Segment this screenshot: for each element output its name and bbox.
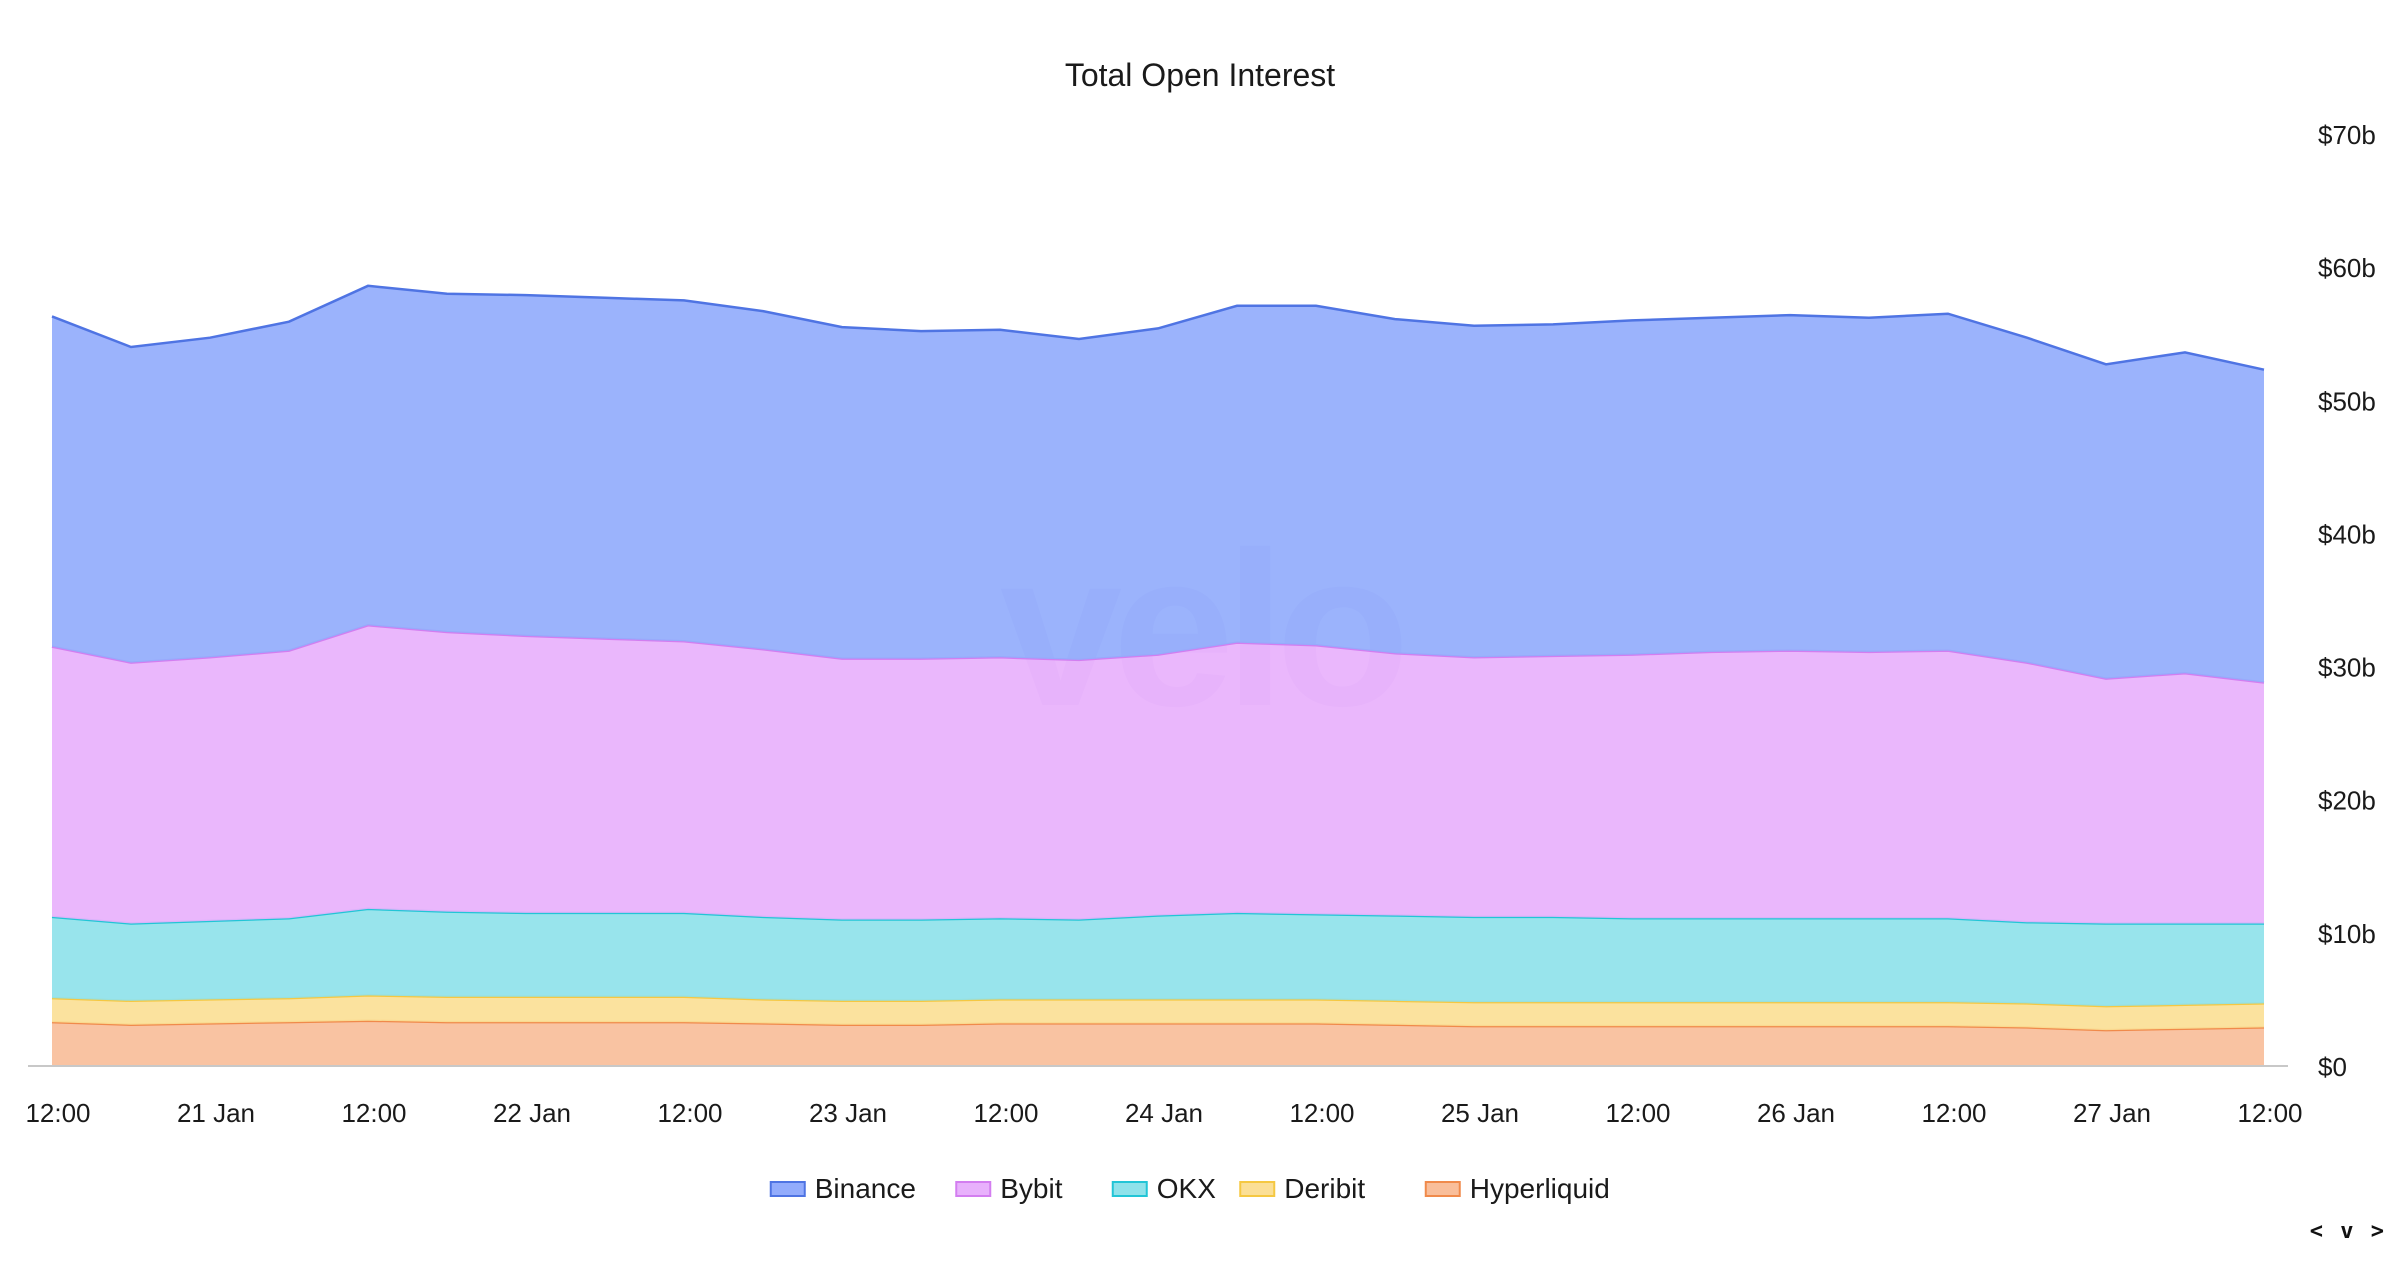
x-tick-label: 26 Jan [1757,1098,1835,1128]
x-tick-label: 12:00 [657,1098,722,1128]
legend-item-okx[interactable]: OKX [1111,1173,1216,1204]
x-tick-label: 24 Jan [1125,1098,1203,1128]
legend-label-okx: OKX [1157,1173,1216,1204]
y-tick-label: $60b [2318,253,2376,283]
legend-label-deribit: Deribit [1284,1173,1365,1204]
stacked-areas [51,284,2265,1066]
x-tick-label: 25 Jan [1441,1098,1519,1128]
x-tick-label: 23 Jan [809,1098,887,1128]
legend-item-hyperliquid[interactable]: Hyperliquid [1424,1173,1610,1204]
nav-prev-button[interactable]: < [2309,1219,2325,1244]
line-binance [51,284,2265,371]
y-tick-label: $50b [2318,386,2376,416]
y-tick-label: $0 [2318,1052,2347,1082]
area-deribit [52,995,2264,1031]
y-axis-ticks: $0 $10b $20b $30b $40b $50b $60b $70b [2318,120,2376,1082]
x-tick-label: 27 Jan [2073,1098,2151,1128]
y-tick-label: $40b [2318,519,2376,549]
legend-item-deribit[interactable]: Deribit [1239,1173,1365,1204]
nav-toggle-button[interactable]: v [2340,1219,2356,1244]
chart-legend: Binance Bybit OKX Deribit Hyperliquid [769,1173,1610,1204]
legend-label-bybit: Bybit [1000,1173,1062,1204]
legend-swatch-deribit [1239,1181,1276,1197]
x-tick-label: 22 Jan [493,1098,571,1128]
legend-label-hyperliquid: Hyperliquid [1470,1173,1610,1204]
x-tick-label: 12:00 [341,1098,406,1128]
x-tick-label: 12:00 [973,1098,1038,1128]
y-tick-label: $10b [2318,919,2376,949]
chart-nav: < v > [2310,1219,2386,1244]
legend-item-binance[interactable]: Binance [769,1173,916,1204]
x-tick-label: 21 Jan [177,1098,255,1128]
x-tick-label: 12:00 [1605,1098,1670,1128]
x-tick-label: 12:00 [2237,1098,2302,1128]
legend-swatch-bybit [955,1181,992,1197]
x-tick-label: 12:00 [25,1098,90,1128]
x-tick-label: 12:00 [1921,1098,1986,1128]
chart-title: Total Open Interest [1065,57,1335,93]
x-axis-ticks: 12:00 21 Jan 12:00 22 Jan 12:00 23 Jan 12:00 24… [25,1098,2302,1128]
legend-swatch-hyperliquid [1424,1181,1461,1197]
y-tick-label: $30b [2318,653,2376,683]
area-binance [52,285,2264,683]
area-okx [52,908,2264,1007]
y-tick-label: $20b [2318,786,2376,816]
legend-label-binance: Binance [815,1173,916,1204]
legend-swatch-binance [769,1181,806,1197]
area-hyperliquid [52,1020,2264,1066]
legend-swatch-okx [1111,1181,1148,1197]
area-bybit [52,625,2264,924]
legend-item-bybit[interactable]: Bybit [955,1173,1063,1204]
y-tick-label: $70b [2318,120,2376,150]
x-tick-label: 12:00 [1289,1098,1354,1128]
nav-next-button[interactable]: > [2370,1219,2386,1244]
